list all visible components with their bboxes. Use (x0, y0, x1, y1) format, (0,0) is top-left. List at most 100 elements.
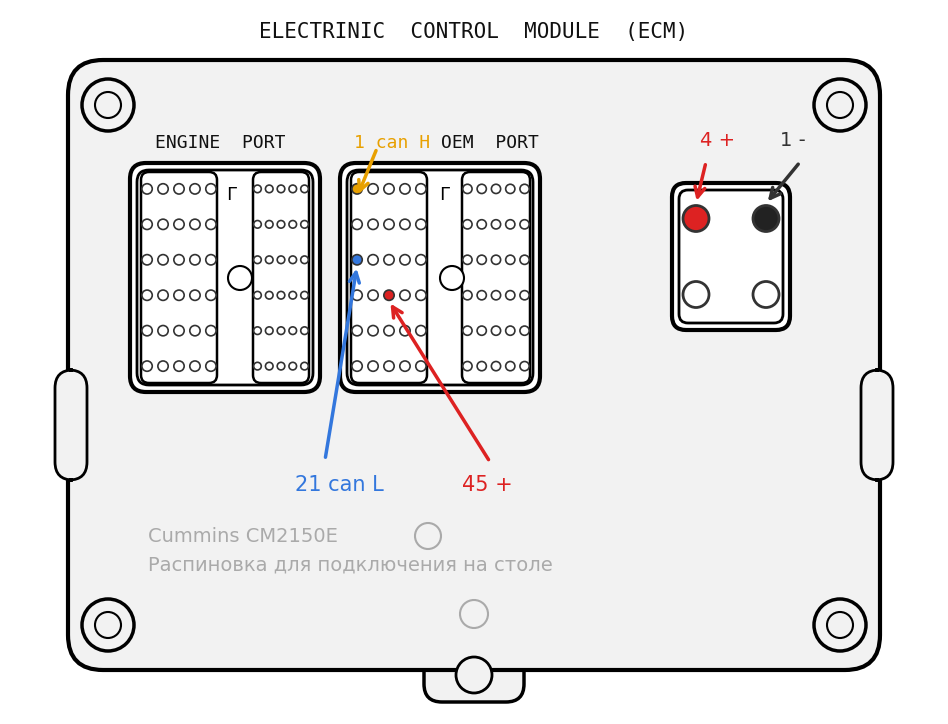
Circle shape (277, 256, 284, 264)
Circle shape (190, 219, 200, 230)
Circle shape (352, 326, 362, 336)
Circle shape (190, 326, 200, 336)
Circle shape (158, 290, 168, 300)
Circle shape (277, 362, 284, 370)
Circle shape (416, 326, 426, 336)
Circle shape (142, 326, 153, 336)
Circle shape (289, 221, 297, 228)
Circle shape (416, 184, 426, 194)
Text: ENGINE  PORT: ENGINE PORT (155, 134, 285, 152)
Circle shape (142, 290, 153, 300)
Circle shape (254, 185, 262, 193)
Circle shape (416, 255, 426, 265)
Circle shape (265, 256, 273, 264)
Circle shape (460, 600, 488, 628)
Circle shape (400, 184, 410, 194)
Circle shape (289, 292, 297, 299)
Circle shape (289, 327, 297, 334)
Circle shape (463, 219, 472, 229)
Circle shape (206, 184, 216, 194)
Circle shape (477, 184, 486, 193)
Circle shape (173, 184, 184, 194)
Circle shape (301, 221, 308, 228)
Circle shape (368, 255, 378, 265)
FancyBboxPatch shape (253, 172, 309, 383)
Circle shape (158, 184, 168, 194)
Circle shape (384, 326, 394, 336)
FancyBboxPatch shape (347, 170, 533, 385)
Circle shape (491, 255, 501, 264)
Circle shape (505, 184, 515, 193)
Circle shape (301, 185, 308, 193)
Circle shape (491, 219, 501, 229)
Circle shape (352, 361, 362, 371)
Circle shape (301, 256, 308, 264)
Circle shape (206, 255, 216, 265)
Circle shape (265, 292, 273, 299)
Circle shape (683, 206, 709, 232)
Circle shape (384, 361, 394, 371)
Circle shape (158, 255, 168, 265)
Circle shape (173, 326, 184, 336)
Circle shape (491, 184, 501, 193)
Circle shape (301, 362, 308, 370)
Circle shape (265, 185, 273, 193)
Circle shape (384, 184, 394, 194)
Circle shape (491, 326, 501, 335)
Circle shape (520, 361, 529, 371)
Text: 1 -: 1 - (780, 130, 806, 149)
Circle shape (352, 290, 362, 300)
Text: Распиновка для подключения на столе: Распиновка для подключения на столе (148, 555, 553, 575)
Circle shape (190, 184, 200, 194)
Circle shape (254, 221, 262, 228)
Circle shape (95, 612, 121, 638)
Circle shape (683, 282, 709, 308)
Circle shape (277, 327, 284, 334)
Circle shape (228, 266, 252, 290)
Circle shape (265, 221, 273, 228)
Circle shape (190, 290, 200, 300)
Circle shape (400, 219, 410, 230)
Circle shape (277, 185, 284, 193)
Circle shape (352, 255, 362, 265)
Circle shape (206, 219, 216, 230)
Circle shape (477, 219, 486, 229)
Circle shape (173, 219, 184, 230)
Circle shape (158, 219, 168, 230)
Circle shape (753, 206, 779, 232)
Circle shape (520, 326, 529, 335)
Circle shape (505, 290, 515, 300)
Circle shape (142, 361, 153, 371)
Text: OEM  PORT: OEM PORT (441, 134, 538, 152)
FancyBboxPatch shape (130, 163, 320, 392)
Circle shape (477, 255, 486, 264)
Circle shape (440, 266, 464, 290)
Circle shape (400, 255, 410, 265)
Circle shape (206, 361, 216, 371)
Circle shape (352, 219, 362, 230)
Circle shape (368, 290, 378, 300)
Text: Γ: Γ (227, 186, 237, 204)
FancyBboxPatch shape (351, 172, 427, 383)
Circle shape (301, 327, 308, 334)
Circle shape (265, 362, 273, 370)
Text: 1 can H: 1 can H (354, 134, 430, 152)
Circle shape (477, 290, 486, 300)
Circle shape (491, 290, 501, 300)
FancyBboxPatch shape (137, 170, 313, 385)
Circle shape (265, 327, 273, 334)
Circle shape (491, 361, 501, 371)
Circle shape (254, 292, 262, 299)
Text: Cummins CM2150E: Cummins CM2150E (148, 526, 337, 545)
Circle shape (416, 290, 426, 300)
Circle shape (415, 523, 441, 549)
FancyBboxPatch shape (68, 60, 880, 670)
Circle shape (277, 221, 284, 228)
Circle shape (352, 184, 362, 194)
Circle shape (416, 219, 426, 230)
Circle shape (827, 612, 853, 638)
Circle shape (142, 255, 153, 265)
FancyBboxPatch shape (141, 172, 217, 383)
Text: Γ: Γ (440, 186, 450, 204)
Circle shape (173, 255, 184, 265)
